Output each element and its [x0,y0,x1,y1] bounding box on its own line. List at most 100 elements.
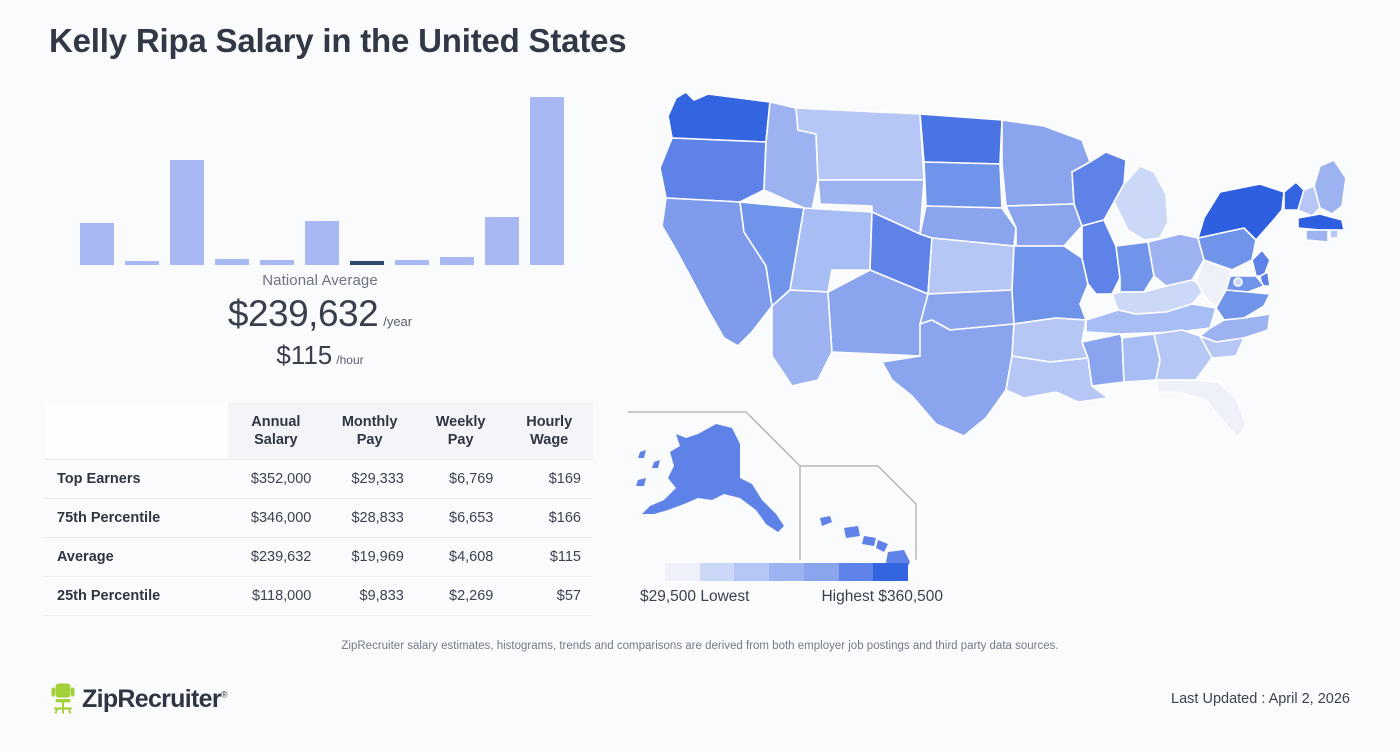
state-dc[interactable] [1233,277,1243,287]
table-cell-hourly: $166 [505,498,593,539]
legend-swatch [665,563,700,581]
legend-swatch [838,563,874,581]
histogram-bar[interactable] [305,221,340,265]
state-tx[interactable] [881,319,1015,437]
state-ct[interactable] [1305,229,1329,243]
legend-swatch [803,563,839,581]
table-header-weekly-pay: Weekly Pay [415,403,506,461]
legend-swatch [734,563,770,581]
state-ak[interactable] [636,424,784,532]
annual-average-value: $239,632 [227,293,379,334]
legend-swatch [769,563,804,581]
state-ri[interactable] [1329,229,1339,239]
histogram-bar[interactable] [169,160,204,265]
table-header: Annual Salary Monthly Pay Weekly Pay Hou… [45,403,593,461]
table-cell-annual: $352,000 [228,459,324,500]
table-header-hourly-wage: Hourly Wage [505,403,593,461]
table-cell-monthly: $19,969 [323,537,416,578]
state-az[interactable] [771,289,833,387]
state-or[interactable] [659,137,767,203]
data-source-disclaimer: ZipRecruiter salary estimates, histogram… [341,640,1059,652]
histogram-bar[interactable] [259,260,294,265]
table-cell-monthly: $28,833 [323,498,416,539]
histogram-bar-slot [390,90,435,265]
state-mi[interactable] [1113,165,1169,241]
state-ar[interactable] [1011,317,1089,363]
registered-mark: ® [220,689,228,700]
histogram-bar[interactable] [124,261,159,265]
table-cell-hourly: $57 [505,576,593,617]
last-updated-text: Last Updated : April 2, 2026 [1171,691,1350,707]
histogram-bar[interactable] [214,259,249,265]
histogram-bars [74,90,570,265]
histogram-bar[interactable] [440,257,475,265]
salary-breakdown-table: Annual Salary Monthly Pay Weekly Pay Hou… [45,403,593,617]
histogram-bar-slot [435,90,480,265]
state-nd[interactable] [919,113,1003,165]
table-cell-annual: $118,000 [228,576,324,617]
state-nj[interactable] [1251,249,1271,277]
state-ks[interactable] [927,237,1015,295]
state-oh[interactable] [1147,233,1205,287]
histogram-bar-slot [209,90,254,265]
annual-average-unit: /year [383,314,413,329]
histogram-bar-slot [164,90,209,265]
state-wa[interactable] [667,91,771,143]
page-title: Kelly Ripa Salary in the United States [49,22,627,59]
table-cell-hourly: $115 [505,537,593,578]
us-salary-choropleth-map [620,80,1380,580]
table-cell-annual: $239,632 [228,537,324,578]
state-il[interactable] [1081,219,1121,295]
histogram-bar[interactable] [485,217,520,265]
histogram-bar-slot [480,90,525,265]
table-header-blank [45,403,229,461]
table-cell-annual: $346,000 [228,498,324,539]
table-row: 25th Percentile $118,000 $9,833 $2,269 $57 [45,576,593,617]
state-me[interactable] [1313,159,1347,215]
histogram-bar[interactable] [79,223,114,265]
office-chair-icon [51,683,75,714]
table-cell-hourly: $169 [505,459,593,500]
hourly-average-amount: $115/hour [45,342,595,368]
table-cell-weekly: $6,653 [415,498,506,539]
legend-swatch [873,563,909,581]
table-row: Average $239,632 $19,969 $4,608 $115 [45,537,593,578]
ziprecruiter-logo[interactable]: ZipRecruiter® [50,682,227,716]
histogram-bar-national-average[interactable] [350,261,385,265]
histogram-bar[interactable] [395,260,430,265]
state-in[interactable] [1115,241,1155,293]
table-header-monthly-pay: Monthly Pay [323,403,416,461]
salary-histogram [45,90,590,265]
table-row: 75th Percentile $346,000 $28,833 $6,653 $166 [45,498,593,539]
table-row: Top Earners $352,000 $29,333 $6,769 $169 [45,459,593,500]
hourly-average-unit: /hour [336,353,364,367]
inset-frame-alaska [628,411,801,560]
table-cell-label: 75th Percentile [45,498,229,539]
map-legend: $29,500 Lowest Highest $360,500 [640,563,960,606]
state-ga[interactable] [1153,329,1213,381]
table-cell-label: Top Earners [45,459,229,500]
legend-lowest-label: $29,500 Lowest [640,588,750,605]
hourly-average-value: $115 [276,340,333,370]
table-cell-monthly: $9,833 [323,576,416,617]
state-la[interactable] [1005,355,1109,403]
table-cell-weekly: $2,269 [415,576,506,617]
state-fl[interactable] [1155,379,1247,439]
histogram-bar-slot [119,90,164,265]
state-ma[interactable] [1297,213,1345,231]
annual-average-amount: $239,632/year [45,295,595,332]
state-al[interactable] [1121,333,1161,383]
state-mo[interactable] [1011,245,1089,325]
legend-highest-label: Highest $360,500 [821,588,943,605]
brand-name: ZipRecruiter [82,684,222,713]
state-sc[interactable] [1199,335,1245,359]
left-column: National Average $239,632/year $115/hour [45,90,595,368]
histogram-bar-slot [74,90,119,265]
histogram-bar[interactable] [530,97,565,265]
histogram-bar-slot [299,90,344,265]
state-sd[interactable] [923,161,1003,209]
national-average-label: National Average [262,272,378,289]
state-ny[interactable] [1197,183,1285,241]
state-ia[interactable] [1005,203,1083,247]
